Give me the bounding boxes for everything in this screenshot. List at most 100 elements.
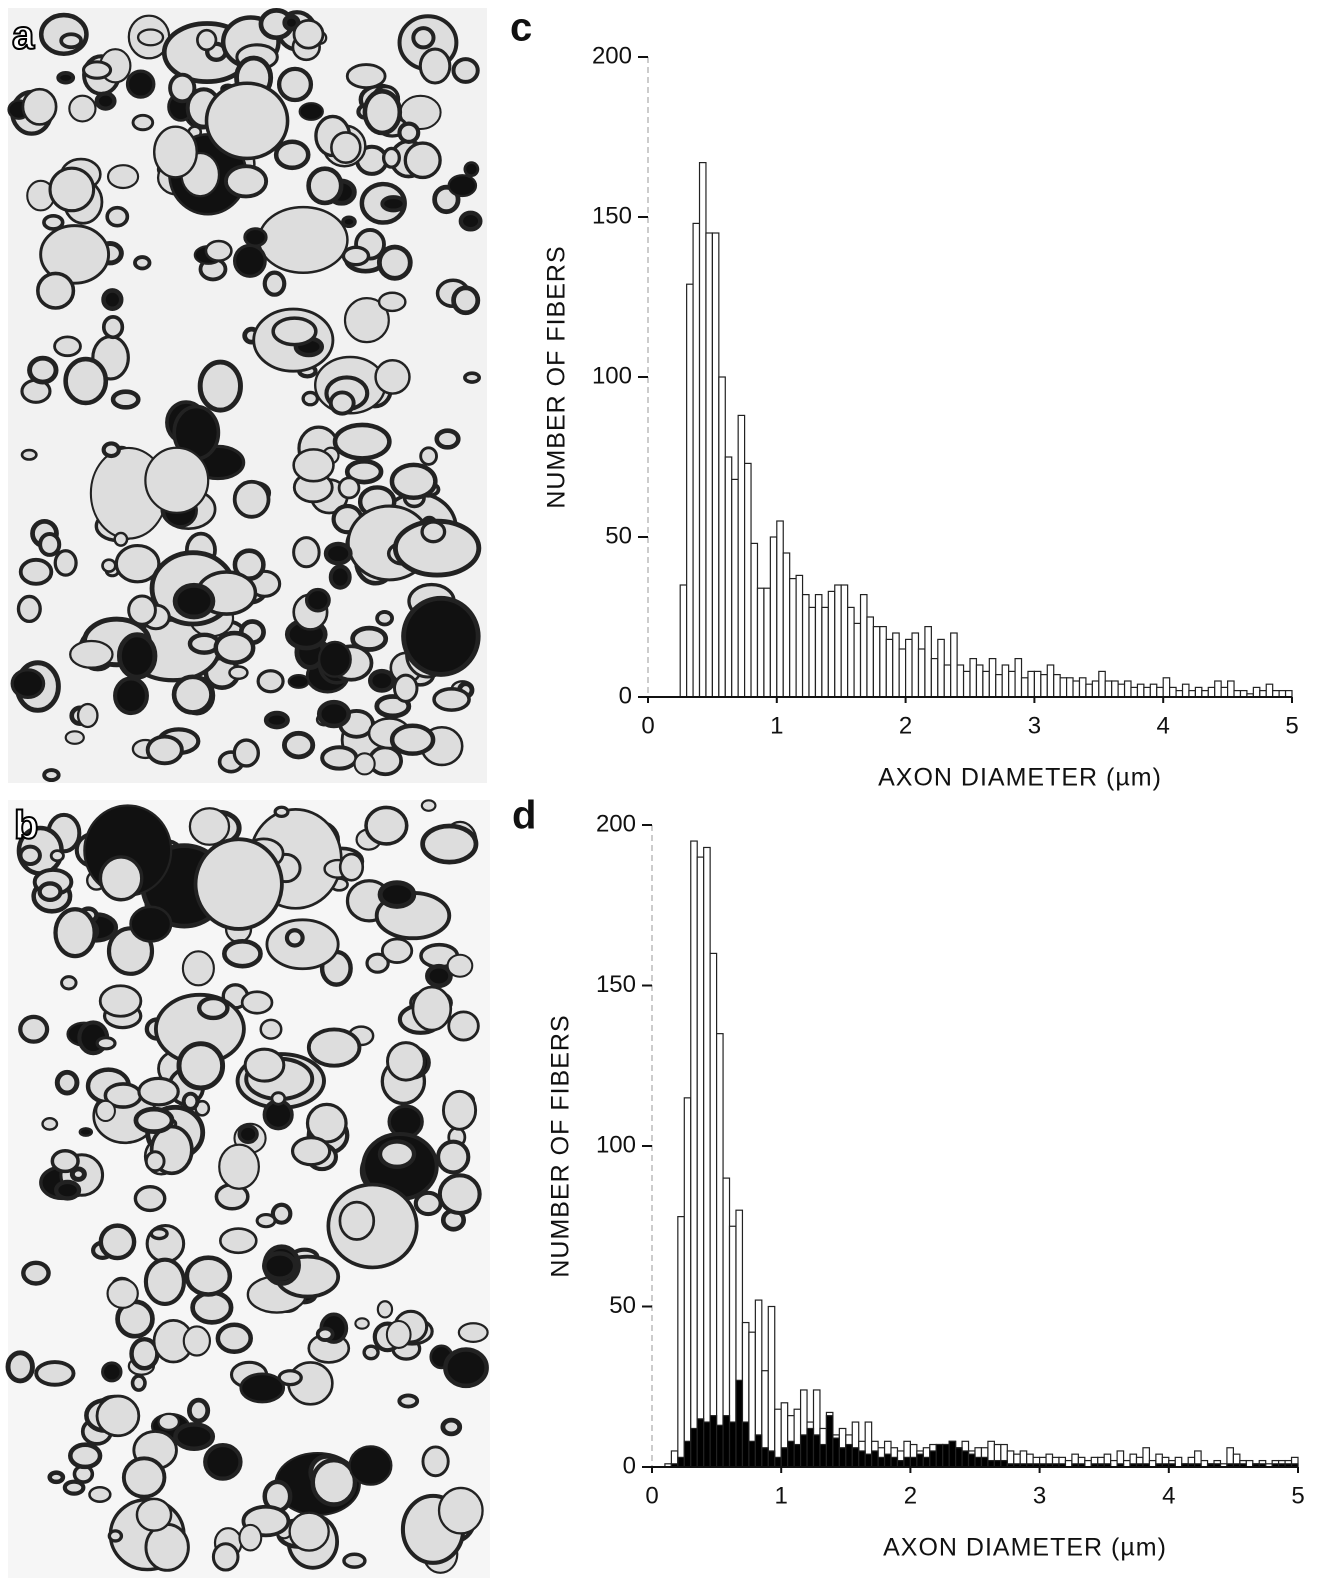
cell <box>16 594 42 624</box>
bar <box>808 606 817 698</box>
bar <box>988 657 997 698</box>
bar <box>748 1440 756 1468</box>
cell <box>270 1202 293 1225</box>
y-tick-label: 200 <box>596 810 636 837</box>
cell <box>425 963 453 989</box>
cell <box>447 174 478 198</box>
cell <box>36 271 76 310</box>
cell <box>133 255 152 271</box>
cell <box>240 990 274 1015</box>
cell <box>42 213 65 231</box>
cell <box>362 89 403 136</box>
cell <box>238 1523 263 1552</box>
cell <box>27 355 59 385</box>
cell <box>222 939 263 969</box>
y-axis-label: NUMBER OF FIBERS <box>547 1014 575 1277</box>
bar <box>679 584 688 698</box>
cell <box>320 745 359 771</box>
bar <box>930 657 939 698</box>
cell <box>328 564 352 590</box>
cell <box>64 730 85 745</box>
cell <box>338 1200 376 1241</box>
cell <box>184 1255 233 1297</box>
cell <box>343 297 390 344</box>
cell <box>133 1106 175 1135</box>
cell <box>287 674 310 689</box>
bar <box>692 222 701 698</box>
bar <box>724 456 733 698</box>
cell <box>239 1372 286 1404</box>
cell <box>401 595 481 677</box>
bar <box>917 648 926 698</box>
cell <box>377 291 407 313</box>
cell <box>440 1417 463 1437</box>
bar <box>892 632 900 698</box>
cell <box>411 985 453 1032</box>
cell <box>187 1397 211 1424</box>
cell <box>354 1317 370 1330</box>
bar <box>1091 680 1100 698</box>
bar <box>776 520 784 698</box>
cell <box>38 532 62 557</box>
bar <box>715 1033 724 1468</box>
panel-label: b <box>14 804 38 848</box>
cell <box>271 316 318 347</box>
cell <box>157 1412 180 1431</box>
bar <box>769 536 778 698</box>
bar <box>1033 670 1042 698</box>
bar <box>1098 670 1106 698</box>
cell <box>262 270 287 297</box>
cell <box>78 1127 94 1137</box>
bar <box>1136 683 1145 698</box>
cell <box>463 371 481 384</box>
cell <box>149 1227 169 1241</box>
bar <box>950 632 958 698</box>
cell <box>18 844 42 867</box>
cell <box>397 121 421 144</box>
x-tick-label: 0 <box>641 712 654 739</box>
bar <box>962 670 971 698</box>
panel-label: c <box>510 6 532 50</box>
cell <box>432 687 471 712</box>
bar <box>851 1447 860 1468</box>
micrograph-texture <box>5 8 489 1574</box>
bar <box>853 622 862 698</box>
cell <box>196 28 218 52</box>
bar <box>782 552 791 698</box>
cell <box>328 390 356 416</box>
x-tick-label: 1 <box>770 712 783 739</box>
bar <box>948 1440 957 1468</box>
bar <box>756 587 765 698</box>
bar <box>1078 677 1087 698</box>
cell <box>135 1497 173 1532</box>
panel-label: d <box>512 794 536 838</box>
bar <box>812 1434 821 1468</box>
bar <box>743 462 752 698</box>
cell <box>337 476 361 500</box>
cell <box>447 1010 480 1042</box>
bar <box>890 1456 899 1468</box>
y-tick-label: 150 <box>596 971 636 998</box>
y-tick-label: 100 <box>592 362 632 389</box>
bar <box>916 1453 924 1468</box>
cell <box>413 1190 443 1217</box>
cell <box>377 880 417 909</box>
cell <box>143 1257 187 1306</box>
bar <box>879 625 887 698</box>
bar <box>1130 686 1139 698</box>
cell <box>101 558 117 573</box>
bar <box>858 1450 866 1468</box>
cell <box>181 950 215 987</box>
bar <box>1174 1456 1183 1468</box>
x-tick-label: 2 <box>904 1482 917 1509</box>
x-tick-label: 0 <box>645 1482 658 1509</box>
bar <box>961 1450 970 1468</box>
cell <box>98 1223 137 1261</box>
bar <box>825 1415 834 1468</box>
bar <box>709 952 718 1468</box>
bar <box>871 1450 879 1468</box>
bar <box>1169 686 1177 698</box>
bar <box>975 664 984 698</box>
cell <box>133 1185 167 1213</box>
bar <box>801 593 810 698</box>
